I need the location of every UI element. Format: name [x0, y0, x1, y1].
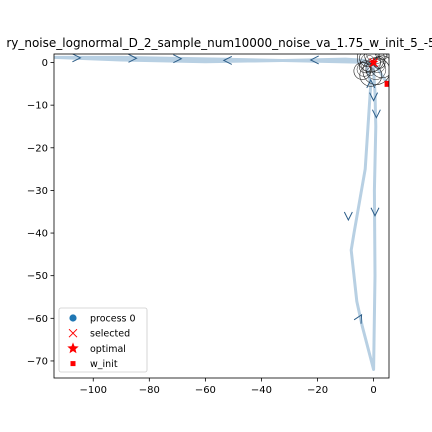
y-tick-label: −30	[27, 186, 48, 197]
y-tick-label: −50	[27, 271, 48, 282]
direction-arrow	[222, 55, 233, 65]
legend-circle-icon	[69, 314, 77, 322]
process-point	[356, 62, 372, 77]
y-tick-label: −10	[27, 101, 48, 112]
legend: process 0 selected optimal w_init	[58, 307, 148, 373]
markers-layer	[353, 54, 389, 87]
direction-arrow	[371, 109, 381, 119]
direction-arrow	[370, 207, 380, 217]
direction-arrow	[128, 54, 138, 63]
x-tick-label: −100	[80, 385, 107, 396]
direction-arrow	[353, 313, 363, 324]
direction-arrow	[366, 78, 376, 89]
direction-arrow	[72, 54, 82, 63]
ticks-layer: −100 −80 −60 −40 −20 0 0 −10 −20 −30 −40 −50 −60 −70	[27, 58, 377, 396]
direction-arrow	[369, 92, 379, 102]
x-tick-label: −80	[139, 385, 160, 396]
direction-arrow	[343, 211, 353, 222]
direction-arrow	[173, 54, 183, 64]
x-tick-label: 0	[370, 385, 376, 396]
legend-x-icon	[68, 328, 78, 338]
x-tick-label: −40	[251, 385, 272, 396]
w-init-marker	[384, 80, 389, 87]
y-tick-label: −60	[27, 314, 48, 325]
axes-frame	[53, 53, 390, 379]
optimal-marker	[368, 57, 379, 67]
y-tick-label: −70	[27, 356, 48, 367]
x-tick-label: −20	[307, 385, 328, 396]
process-point	[366, 54, 387, 64]
legend-label: w_init	[90, 359, 118, 370]
y-tick-label: 0	[42, 58, 48, 69]
legend-frame	[58, 307, 148, 373]
legend-label: optimal	[90, 344, 126, 355]
process-point	[359, 54, 377, 68]
legend-square-icon	[70, 361, 76, 367]
legend-star-icon	[67, 342, 79, 354]
direction-arrow	[309, 55, 319, 65]
x-tick-label: −60	[195, 385, 216, 396]
legend-label: selected	[90, 329, 130, 340]
y-tick-label: −20	[27, 143, 48, 154]
y-tick-label: −40	[27, 229, 48, 240]
process-point	[378, 54, 388, 60]
chart-title: ry_noise_lognormal_D_2_sample_num10000_n…	[6, 36, 432, 50]
legend-label: process 0	[90, 314, 136, 325]
